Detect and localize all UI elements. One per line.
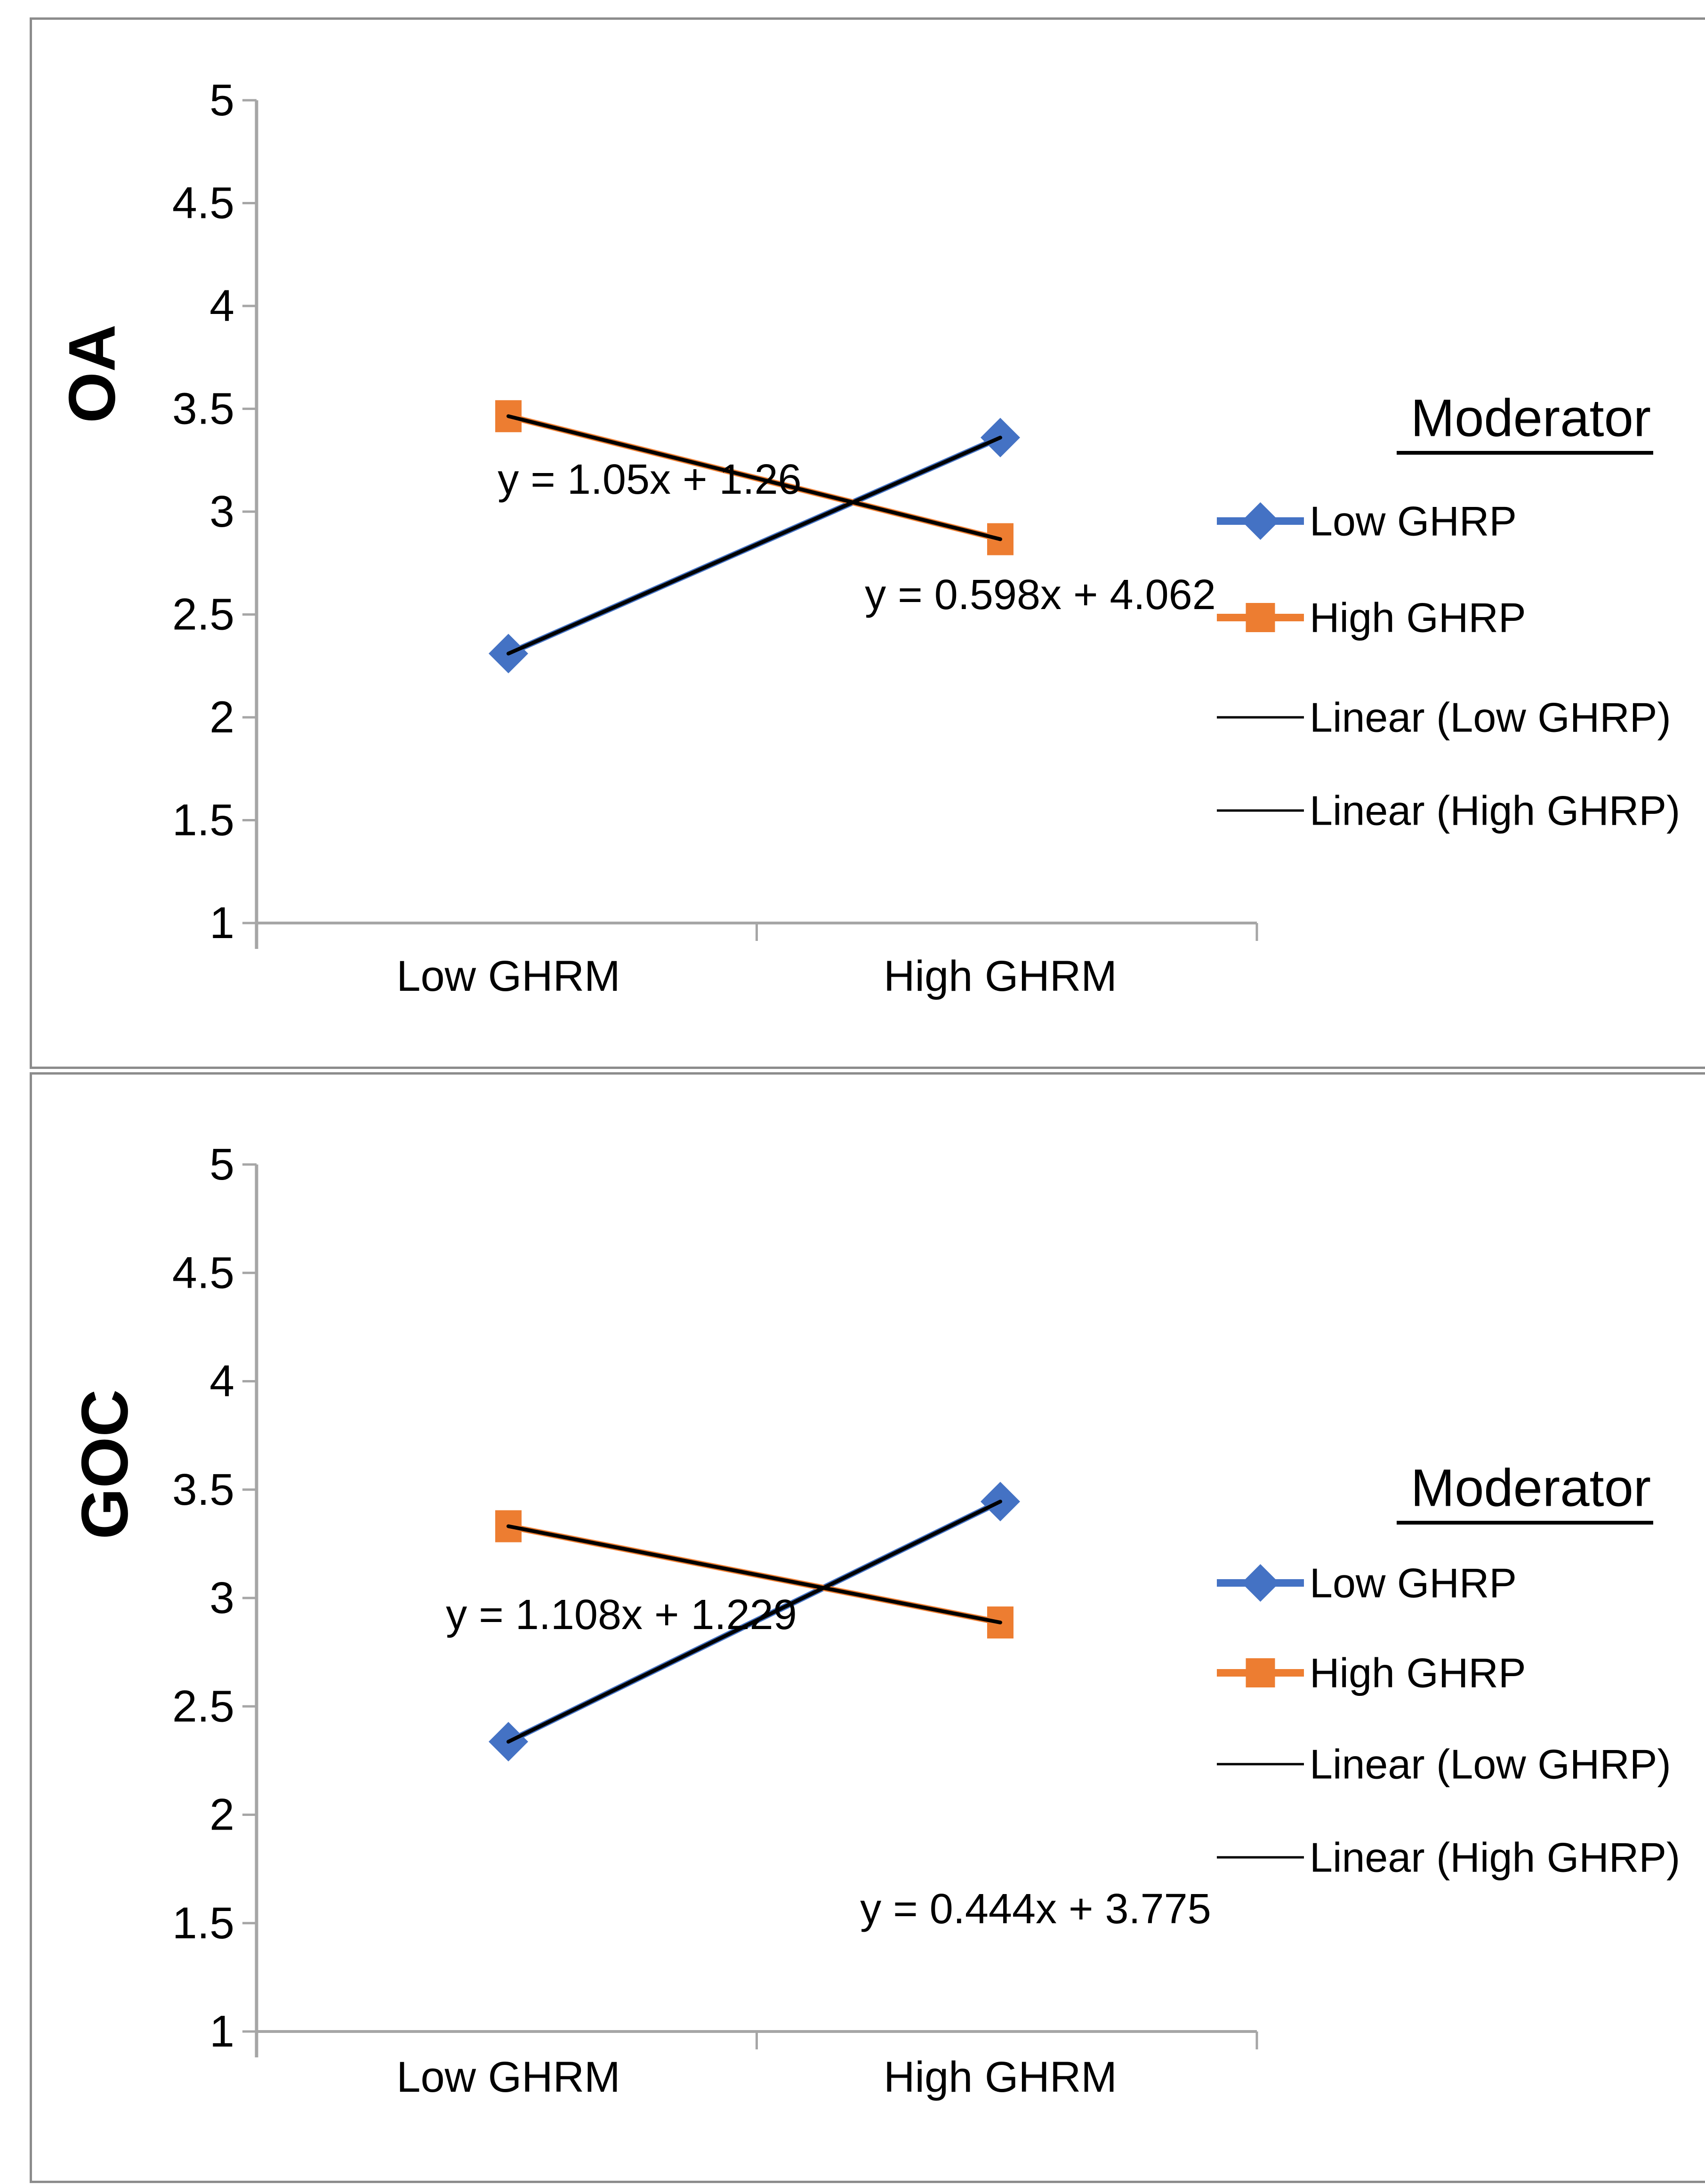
legend-item-label: Linear (High GHRP) xyxy=(1310,1834,1680,1881)
y-tick-label: 4 xyxy=(209,1357,234,1406)
y-tick-label: 1.5 xyxy=(172,795,234,845)
legend-title: Moderator xyxy=(1411,1459,1651,1518)
legend-item-label: Linear (High GHRP) xyxy=(1310,787,1680,834)
y-tick-label: 1 xyxy=(209,898,234,948)
y-tick-label: 1 xyxy=(209,2007,234,2056)
category-label: Low GHRM xyxy=(396,2053,620,2101)
goc-chart: 5 4.5 4 3.5 3 2.5 2 1.5 1 Low GHRM High GHRM GOC y =… xyxy=(68,1140,1681,2101)
trendline-low-ghrp xyxy=(507,435,1002,656)
y-tick-label: 1.5 xyxy=(172,1898,234,1948)
y-tick-label: 2 xyxy=(209,1790,234,1840)
legend-item-label: Linear (Low GHRP) xyxy=(1310,1741,1671,1788)
category-label: Low GHRM xyxy=(396,952,620,1000)
legend-item-label: Linear (Low GHRP) xyxy=(1310,694,1671,741)
legend-diamond-marker xyxy=(1241,502,1279,540)
trendline-equation-label: y = 0.598x + 4.062 xyxy=(865,571,1216,618)
legend-item-label: Low GHRP xyxy=(1310,498,1517,545)
y-axis-title: GOC xyxy=(68,1389,142,1540)
legend-title: Moderator xyxy=(1411,389,1651,448)
legend-item-label: Low GHRP xyxy=(1310,1560,1517,1606)
trendline-equation-label: y = 1.05x + 1.26 xyxy=(498,456,801,503)
legend-square-marker xyxy=(1246,1658,1275,1687)
bottom-chart-panel-goc: 5 4.5 4 3.5 3 2.5 2 1.5 1 Low GHRM High GHRM GOC y =… xyxy=(30,1072,1705,2183)
y-tick-label: 2 xyxy=(209,692,234,742)
trendline-high-ghrp xyxy=(507,414,1002,541)
legend-square-marker xyxy=(1246,603,1275,632)
y-tick-label: 5 xyxy=(209,1140,234,1189)
y-axis-title: OA xyxy=(55,324,129,423)
category-label: High GHRM xyxy=(884,2053,1117,2101)
legend-diamond-marker xyxy=(1241,1564,1279,1602)
oa-chart: 5 4.5 4 3.5 3 2.5 2 1.5 1 Low GHRM High GHRM OA y = … xyxy=(55,75,1681,1000)
y-tick-label: 4 xyxy=(209,281,234,331)
y-tick-label: 2.5 xyxy=(172,590,234,640)
y-tick-label: 3 xyxy=(209,487,234,537)
y-tick-label: 3.5 xyxy=(172,1465,234,1515)
legend-item-label: High GHRP xyxy=(1310,594,1526,641)
legend-item-label: High GHRP xyxy=(1310,1650,1526,1696)
y-tick-label: 4.5 xyxy=(172,1248,234,1298)
top-chart-panel-oa: 5 4.5 4 3.5 3 2.5 2 1.5 1 Low GHRM High GHRM OA y = … xyxy=(30,17,1705,1069)
trendline-equation-label: y = 0.444x + 3.775 xyxy=(860,1886,1211,1933)
y-tick-label: 3 xyxy=(209,1573,234,1623)
y-tick-label: 2.5 xyxy=(172,1681,234,1731)
y-tick-label: 5 xyxy=(209,75,234,125)
trendline-equation-label: y = 1.108x + 1.229 xyxy=(446,1591,797,1638)
category-label: High GHRM xyxy=(884,952,1117,1000)
y-tick-label: 4.5 xyxy=(172,178,234,228)
y-tick-label: 3.5 xyxy=(172,384,234,434)
trendline-high-ghrp xyxy=(507,1524,1002,1625)
trendline-low-ghrp xyxy=(507,1500,1002,1744)
